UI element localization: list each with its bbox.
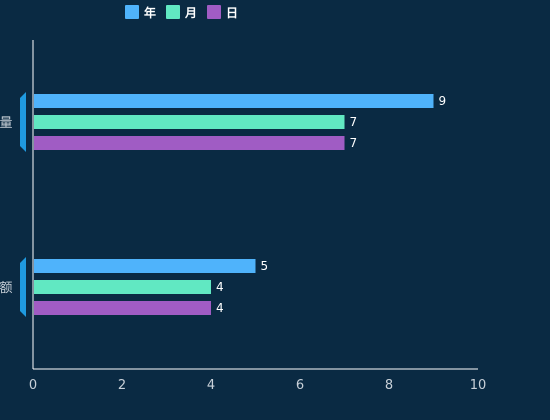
category-markers (20, 92, 26, 317)
legend-swatch (166, 5, 180, 19)
legend[interactable]: 年月日 (125, 5, 238, 20)
data-label: 7 (350, 115, 358, 129)
legend-swatch (125, 5, 139, 19)
x-tick-label: 6 (296, 378, 304, 393)
legend-label: 月 (184, 6, 197, 20)
category-label: 量 (0, 116, 13, 131)
data-label: 5 (261, 259, 269, 273)
legend-label: 日 (226, 6, 238, 20)
x-tick-label: 8 (385, 378, 393, 393)
data-label: 4 (216, 301, 224, 315)
data-label: 4 (216, 280, 224, 294)
x-tick-label: 4 (207, 378, 215, 393)
bar (34, 259, 256, 273)
data-label: 7 (350, 136, 358, 150)
bar (34, 115, 345, 129)
x-tick-label: 0 (29, 378, 37, 393)
legend-swatch (207, 5, 221, 19)
x-tick-labels: 0 2 4 6 8 10 (29, 378, 486, 393)
bar (34, 280, 211, 294)
data-label: 9 (439, 94, 447, 108)
bar (34, 94, 434, 108)
data-labels: 9 7 7 5 4 4 (216, 94, 446, 315)
bar (34, 301, 211, 315)
category-labels: 量额 (0, 116, 13, 296)
legend-label: 年 (144, 5, 156, 20)
bar (34, 136, 345, 150)
category-marker (20, 257, 26, 317)
category-marker (20, 92, 26, 152)
bars (34, 94, 434, 315)
x-tick-label: 2 (118, 378, 126, 393)
x-tick-label: 10 (470, 378, 487, 393)
category-label: 额 (0, 281, 13, 296)
